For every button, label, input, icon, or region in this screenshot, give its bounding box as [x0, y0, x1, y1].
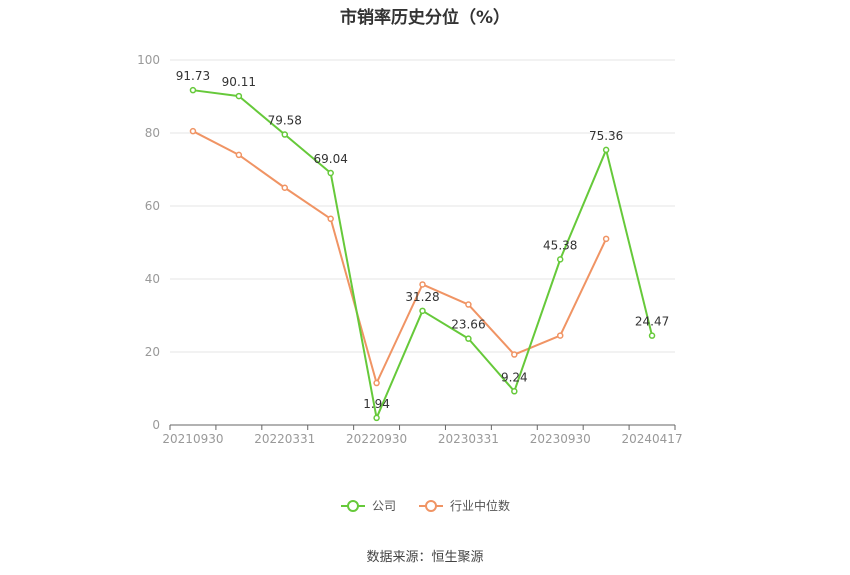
data-label-3: 69.04	[314, 152, 348, 166]
data-point-s0-0[interactable]	[189, 86, 197, 94]
data-point-s1-3[interactable]	[327, 215, 334, 223]
legend-item-industry-median[interactable]: 行业中位数	[418, 497, 510, 514]
data-label-0: 91.73	[176, 69, 210, 83]
data-point-s1-4[interactable]	[373, 379, 380, 387]
x-tick-label: 20240417	[622, 432, 683, 446]
data-point-s1-5[interactable]	[419, 281, 426, 288]
data-point-s1-0[interactable]	[189, 127, 197, 135]
x-tick-label: 20230930	[530, 432, 591, 446]
y-tick-label: 40	[145, 272, 160, 286]
series-lines	[189, 86, 656, 422]
series-line-1	[192, 130, 608, 385]
data-label-1: 90.11	[222, 75, 256, 89]
y-tick-label: 20	[145, 345, 160, 359]
data-point-s1-2[interactable]	[281, 184, 289, 191]
data-point-s1-9[interactable]	[602, 235, 610, 243]
data-point-s0-5[interactable]	[419, 307, 426, 315]
y-tick-label: 0	[152, 418, 160, 432]
legend-item-company[interactable]: 公司	[340, 497, 396, 514]
data-point-s0-9[interactable]	[602, 146, 610, 154]
data-label-8: 45.38	[543, 238, 577, 252]
data-point-s0-8[interactable]	[556, 256, 564, 263]
data-point-s0-7[interactable]	[511, 388, 518, 395]
data-label-2: 79.58	[268, 114, 302, 128]
grid-lines	[170, 59, 675, 353]
data-label-6: 23.66	[451, 318, 485, 332]
x-tick-label: 20210930	[162, 432, 223, 446]
data-label-7: 9.24	[501, 370, 528, 384]
axes: 0 20 40 60 80 100 20210930 20220331 20220930 2023…	[137, 53, 682, 446]
series-line-0	[192, 89, 654, 419]
y-tick-label: 80	[145, 126, 160, 140]
x-tick-label: 20230331	[438, 432, 499, 446]
data-point-s0-6[interactable]	[465, 335, 472, 342]
y-tick-label: 60	[145, 199, 160, 213]
data-label-9: 75.36	[589, 129, 623, 143]
data-labels: 91.73 90.11 79.58 69.04 1.94 31.28 23.66 9.24 45…	[176, 69, 669, 411]
x-tick-label: 20220331	[254, 432, 315, 446]
data-point-s0-10[interactable]	[648, 332, 656, 339]
data-point-s0-4[interactable]	[373, 414, 380, 422]
legend: 公司 行业中位数	[0, 497, 850, 514]
data-point-s1-8[interactable]	[556, 332, 564, 339]
data-source-note: 数据来源：恒生聚源	[366, 550, 484, 565]
data-point-s1-6[interactable]	[465, 301, 472, 308]
data-label-10: 24.47	[635, 315, 669, 329]
legend-industry-line-icon	[419, 499, 443, 512]
chart-title: 市销率历史分位（%）	[339, 8, 511, 28]
data-point-s0-1[interactable]	[235, 92, 243, 100]
data-point-s1-1[interactable]	[235, 151, 243, 159]
data-point-s0-3[interactable]	[327, 169, 334, 177]
legend-company-label: 公司	[371, 499, 396, 513]
data-point-s0-2[interactable]	[281, 131, 289, 138]
legend-industry-label: 行业中位数	[450, 499, 511, 513]
legend-company-line-icon	[340, 499, 365, 512]
x-tick-label: 20220930	[346, 432, 407, 446]
data-label-5: 31.28	[405, 290, 439, 304]
data-point-s1-7[interactable]	[511, 351, 518, 358]
y-tick-label: 100	[137, 53, 160, 67]
data-label-4: 1.94	[363, 397, 390, 411]
